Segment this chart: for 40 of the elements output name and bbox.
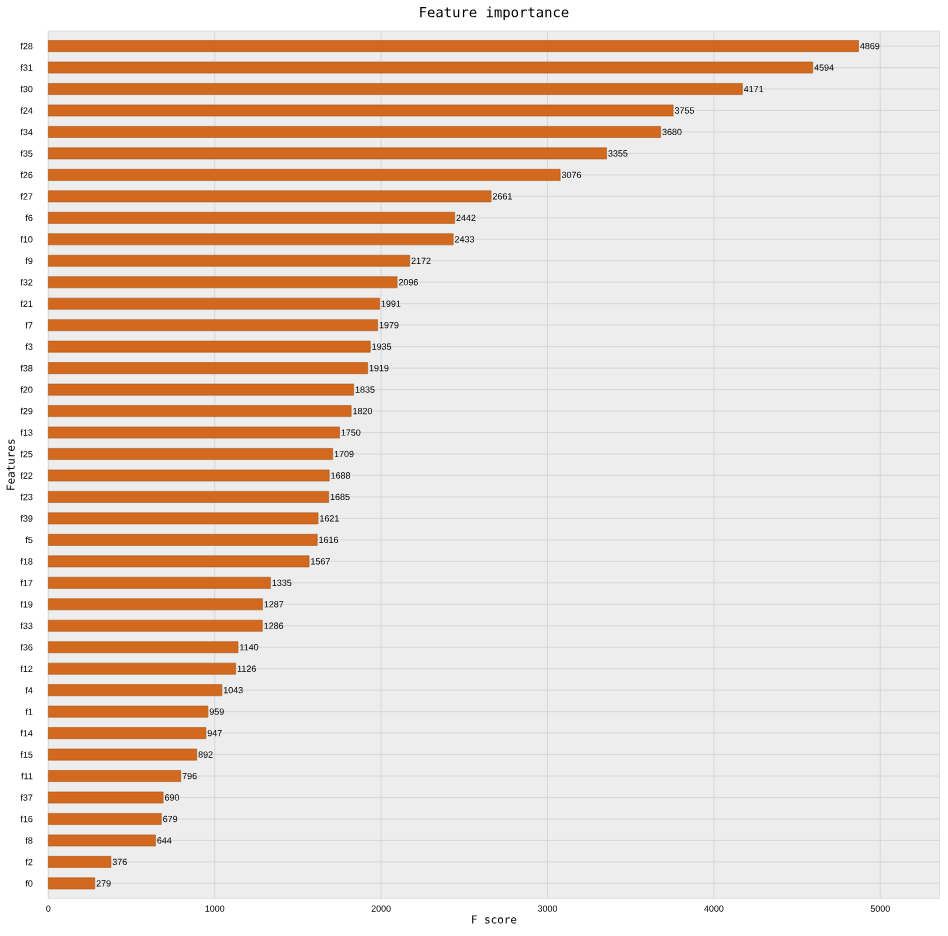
bar bbox=[48, 491, 329, 503]
bar bbox=[48, 727, 207, 739]
bar bbox=[48, 448, 333, 460]
bar bbox=[48, 533, 318, 546]
bar bbox=[48, 168, 561, 181]
bar bbox=[48, 555, 310, 568]
bar bbox=[48, 426, 340, 439]
bar bbox=[48, 684, 223, 696]
bar bbox=[48, 770, 182, 782]
bar bbox=[48, 83, 743, 95]
bar bbox=[48, 813, 162, 825]
bar bbox=[48, 104, 674, 117]
bar bbox=[48, 40, 859, 52]
bar bbox=[48, 662, 236, 675]
bar bbox=[48, 469, 330, 482]
bar bbox=[48, 641, 239, 654]
bar bbox=[48, 705, 209, 718]
bar bbox=[48, 598, 263, 611]
bar bbox=[48, 834, 156, 847]
bar bbox=[48, 190, 492, 203]
bar bbox=[48, 254, 411, 267]
bar bbox=[48, 276, 398, 289]
bar bbox=[48, 233, 454, 246]
bar bbox=[48, 211, 455, 224]
bar bbox=[48, 619, 263, 632]
bar bbox=[48, 319, 378, 331]
bar bbox=[48, 297, 380, 310]
bar bbox=[48, 512, 319, 525]
bar bbox=[48, 61, 814, 74]
bar bbox=[48, 340, 371, 353]
bar bbox=[48, 877, 96, 890]
bar bbox=[48, 147, 607, 160]
bar bbox=[48, 791, 164, 804]
bar bbox=[48, 126, 661, 138]
bar bbox=[48, 748, 198, 761]
bar bbox=[48, 405, 352, 417]
bar bbox=[48, 383, 354, 396]
bar bbox=[48, 362, 368, 374]
bar bbox=[48, 576, 271, 589]
bar bbox=[48, 856, 112, 868]
